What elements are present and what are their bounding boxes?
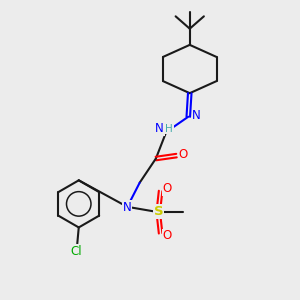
Text: N: N [123, 201, 131, 214]
Text: S: S [154, 205, 164, 218]
Text: O: O [178, 148, 188, 160]
Text: O: O [163, 229, 172, 242]
Text: N: N [192, 109, 201, 122]
Text: Cl: Cl [70, 245, 82, 258]
Text: N: N [155, 122, 164, 135]
Text: O: O [163, 182, 172, 195]
Text: H: H [165, 124, 173, 134]
